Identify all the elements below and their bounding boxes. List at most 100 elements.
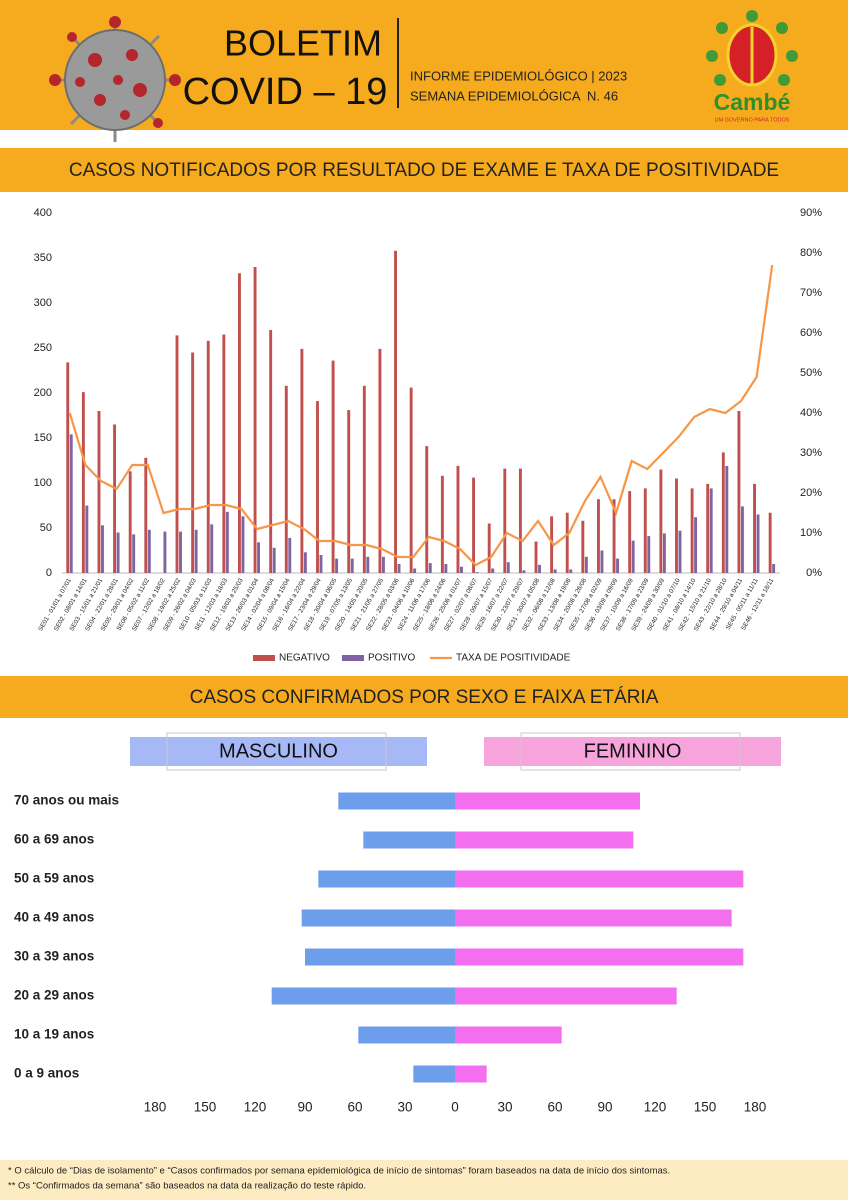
bar [257,542,261,573]
bar [491,568,495,573]
bar [301,909,455,927]
bar [316,401,319,573]
bar [222,334,226,573]
legend-swatch [253,655,275,661]
bar [363,831,455,849]
y2-tick-label: 20% [800,487,822,499]
bar [455,1065,487,1083]
bar [725,465,729,573]
y-tick-label: 250 [34,342,52,354]
legend-label: POSITIVO [368,653,415,664]
category-label: 10 a 19 anos [14,1027,94,1042]
bar [647,536,651,573]
bar [612,499,616,573]
y-tick-label: 50 [40,522,52,534]
bar [753,483,756,573]
bar [305,948,455,966]
bar [179,531,182,573]
bar [503,468,507,573]
category-label: 0 a 9 anos [14,1066,79,1081]
bar [253,267,257,573]
bar [456,465,460,573]
bar [455,909,732,927]
bar [628,491,632,573]
bar [472,477,476,573]
bar [378,348,382,573]
series-header-box [484,737,781,766]
bar [534,541,538,573]
bar [366,556,370,573]
y2-tick-label: 10% [800,527,822,539]
header-week: SEMANA EPIDEMIOLÓGICA N. 46 [410,88,618,103]
bar [721,452,725,573]
bar [347,410,351,573]
logo-name: Cambé [714,89,791,115]
y2-tick-label: 90% [800,207,822,219]
bar [362,385,366,573]
bar [425,446,429,573]
section-title: CASOS NOTIFICADOS POR RESULTADO DE EXAME… [69,160,779,181]
bar [675,478,678,573]
category-label: 60 a 69 anos [14,832,94,847]
bar [101,525,104,573]
rate-line [68,264,774,567]
y2-tick-label: 50% [800,367,822,379]
legend-label: TAXA DE POSITIVIDADE [456,653,571,664]
bar [381,556,385,573]
category-label: 30 a 39 anos [14,949,94,964]
bar [206,340,210,573]
series-header: FEMININO [584,740,682,762]
bar [506,562,510,573]
bar [413,1065,455,1083]
category-label: 20 a 29 anos [14,988,94,1003]
x-tick-label: 180 [744,1100,767,1115]
bar [475,572,479,573]
bar [335,558,339,573]
bar [631,540,635,573]
series-header-outline [520,732,741,771]
bar [643,488,647,573]
bar [272,547,276,573]
series-header-outline [166,732,387,771]
bar [455,792,640,810]
bar [569,569,573,573]
bar [584,556,588,573]
bar [600,550,604,573]
x-tick-label: 0 [451,1100,459,1115]
y2-tick-label: 80% [800,247,822,259]
bar [69,434,73,573]
footnote: ** Os “Confirmados da semana” são basead… [8,1181,366,1192]
section-title: CASOS CONFIRMADOS POR SEXO E FAIXA ETÁRI… [190,687,659,708]
header-title: BOLETIM [224,23,382,64]
bar [331,360,335,573]
bar [706,483,710,573]
header-info: INFORME EPIDEMIOLÓGICO | 2023 [410,68,627,83]
x-tick-label: 90 [297,1100,312,1115]
bar [455,987,677,1005]
bar [522,570,526,573]
bar [66,362,70,573]
bar [487,523,491,573]
y-tick-label: 200 [34,387,52,399]
bar [440,475,444,573]
category-label: 70 anos ou mais [14,793,119,808]
footnote: * O cálculo de “Dias de isolamento” e “C… [8,1166,670,1177]
series-header-box [130,737,427,766]
bar [740,506,744,573]
legend-label: NEGATIVO [279,653,330,664]
bar [97,411,101,573]
bar [460,566,463,573]
bar [210,524,214,573]
bar [455,831,634,849]
bar [113,424,117,573]
bar [581,520,585,573]
y-tick-label: 0 [46,567,52,579]
bar [163,531,167,573]
bar [318,870,455,888]
bar [175,335,179,573]
bar [756,514,760,573]
bar [394,250,397,574]
x-tick-label: 120 [644,1100,667,1115]
